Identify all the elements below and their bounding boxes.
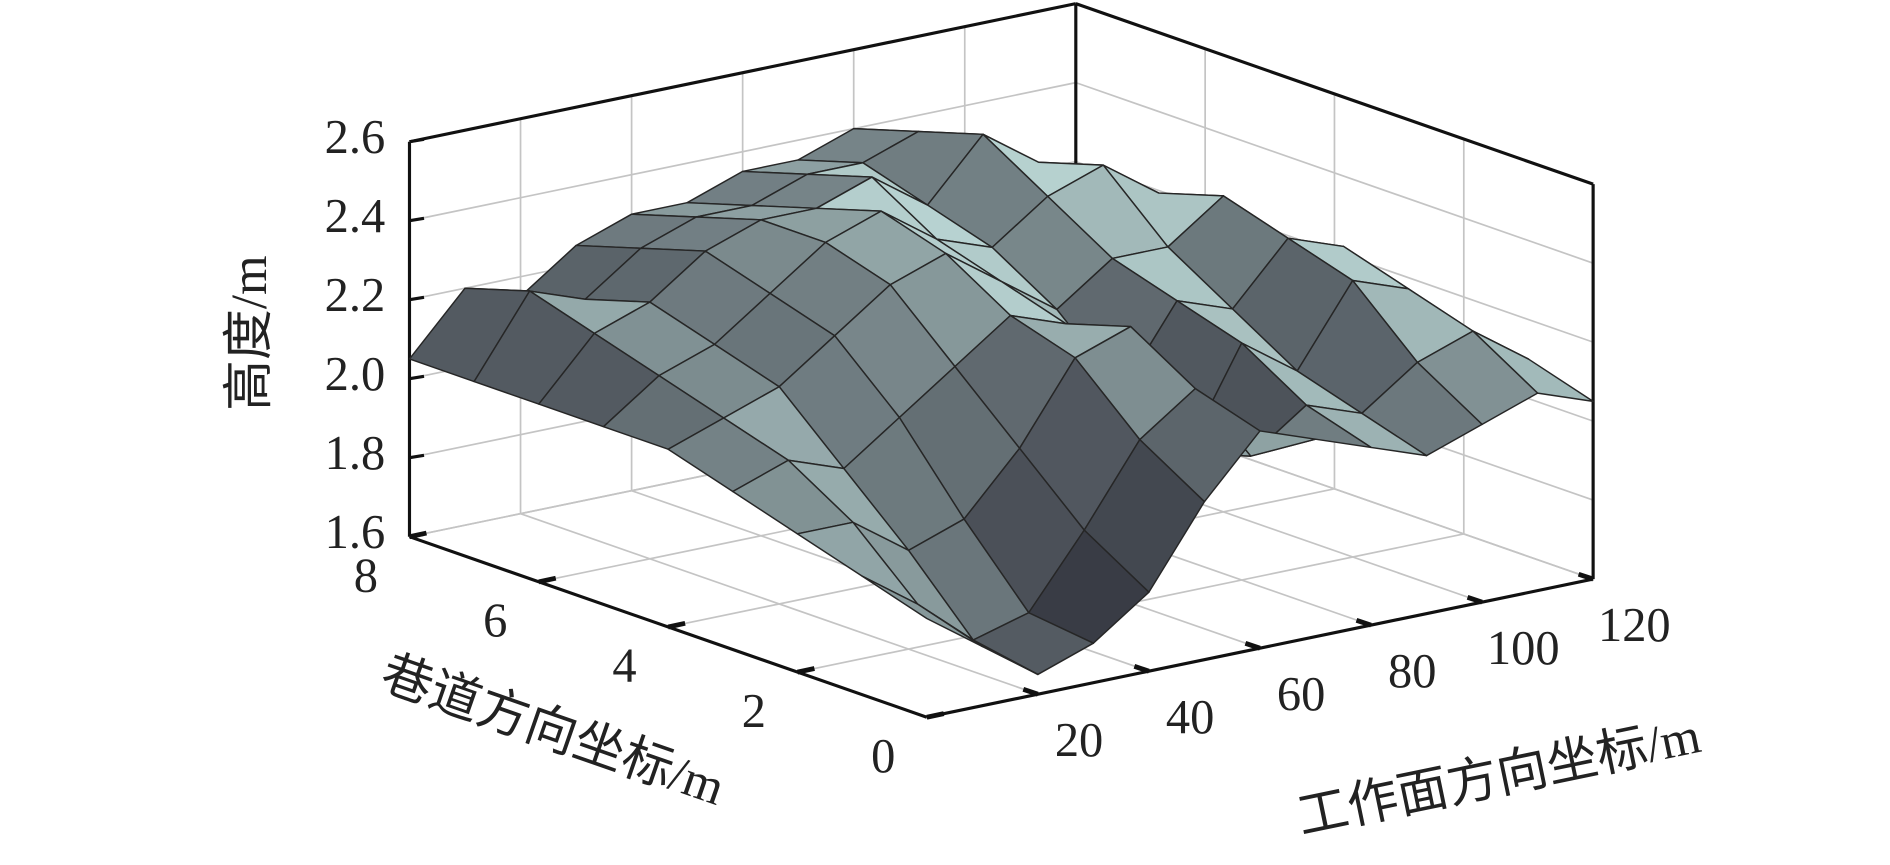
x-tick-label: 100 — [1487, 622, 1560, 675]
z-tick-label: 2.4 — [325, 190, 386, 243]
x-tick-label: 20 — [1055, 714, 1103, 767]
tick-mark — [409, 374, 425, 381]
tick-mark — [409, 453, 425, 460]
grid-line — [1075, 81, 1594, 264]
y-tick-label: 4 — [612, 640, 636, 693]
surface-patch — [861, 575, 984, 648]
tick-mark — [409, 216, 425, 223]
z-tick-label: 2.0 — [325, 348, 386, 401]
plot: 高度/m 巷道方向坐标/m 工作面方向坐标/m 1.6 1.8 2.0 2.2 2.4 2… — [222, 2, 1706, 846]
tick-mark — [409, 137, 425, 144]
y-tick-label: 2 — [742, 685, 766, 738]
x-tick-label: 80 — [1388, 645, 1436, 698]
x-tick-label: 120 — [1598, 599, 1671, 652]
grid-line — [409, 81, 1076, 222]
tick-mark — [667, 620, 686, 630]
y-tick-label: 8 — [354, 549, 378, 602]
tick-mark — [1466, 594, 1483, 605]
y-axis-label: 巷道方向坐标/m — [374, 646, 731, 817]
tick-mark — [409, 295, 425, 302]
x-tick-label: 60 — [1277, 668, 1325, 721]
z-axis-label: 高度/m — [222, 255, 278, 410]
tick-mark — [538, 575, 557, 585]
z-tick-label: 2.6 — [325, 111, 386, 164]
tick-mark — [1133, 664, 1150, 674]
axis-box — [409, 2, 1077, 144]
tick-mark — [1355, 617, 1372, 628]
y-tick-label: 6 — [483, 595, 507, 648]
tick-mark — [1577, 571, 1594, 582]
z-tick-label: 1.8 — [325, 427, 386, 480]
z-tick-label: 2.2 — [325, 269, 386, 322]
tick-mark — [926, 711, 945, 720]
tick-mark — [408, 530, 427, 540]
z-tick-label: 1.6 — [325, 506, 386, 559]
tick-mark — [796, 666, 815, 675]
axis-box — [1075, 2, 1594, 186]
x-axis-label: 工作面方向坐标/m — [1293, 708, 1706, 846]
x-tick-label: 40 — [1166, 691, 1214, 744]
tick-mark — [1244, 641, 1261, 651]
tick-mark — [1022, 687, 1039, 697]
y-tick-label: 0 — [871, 730, 895, 783]
